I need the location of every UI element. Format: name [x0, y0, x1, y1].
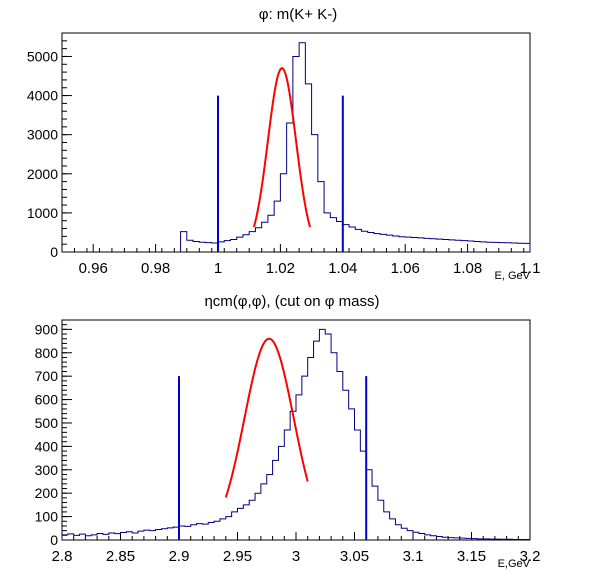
x-tick-label: 0.98 — [141, 260, 170, 277]
x-tick-label: 2.8 — [52, 548, 73, 565]
x-tick-label: 2.95 — [223, 548, 252, 565]
y-tick-label: 0 — [50, 532, 58, 548]
x-tick-label: 3.1 — [403, 548, 424, 565]
y-tick-label: 800 — [35, 345, 59, 361]
chart-title: ηcm(φ,φ), (cut on φ mass) — [204, 293, 379, 310]
x-tick-label: 3.15 — [457, 548, 486, 565]
y-tick-label: 200 — [35, 485, 59, 501]
x-tick-label: 1.08 — [453, 260, 482, 277]
y-tick-label: 2000 — [27, 166, 58, 182]
x-tick-label: 1.1 — [520, 260, 541, 277]
x-tick-label: 3 — [292, 548, 300, 565]
y-tick-label: 4000 — [27, 88, 58, 104]
panel-etac-mass: ηcm(φ,φ), (cut on φ mass) 2.8 2.85 2.9 2.95… — [35, 293, 541, 570]
x-tick-label: 1.04 — [328, 260, 357, 277]
y-tick-label: 400 — [35, 438, 59, 454]
chart-title: φ: m(K+ K-) — [259, 6, 337, 23]
x-tick-label: 1.06 — [391, 260, 420, 277]
gaussian-fit-curve — [252, 67, 312, 228]
y-tick-label: 0 — [50, 244, 58, 260]
y-tick-label: 5000 — [27, 48, 58, 64]
y-tick-label: 700 — [35, 368, 59, 384]
y-tick-label: 3000 — [27, 127, 58, 143]
gaussian-fit-curve — [224, 337, 309, 498]
y-tick-label: 600 — [35, 392, 59, 408]
histogram-series — [61, 328, 531, 541]
y-tick-label: 1000 — [27, 205, 58, 221]
plot-area: 2.8 2.85 2.9 2.95 3 3.05 3.1 3.15 3.2 0 100 200 300 4… — [35, 319, 541, 565]
x-tick-label: 0.96 — [79, 260, 108, 277]
plot-area: 0.96 0.98 1 1.02 1.04 1.06 1.08 1.1 0 1000 2000 300… — [27, 32, 541, 277]
x-tick-label: 2.85 — [106, 548, 135, 565]
x-tick-label: 1.02 — [266, 260, 295, 277]
y-tick-label: 100 — [35, 509, 59, 525]
x-axis-label: E, GeV — [495, 270, 531, 282]
y-tick-label: 900 — [35, 321, 59, 337]
x-axis-label: E,GeV — [498, 558, 531, 570]
y-tick-label: 300 — [35, 462, 59, 478]
histogram-series — [180, 42, 531, 252]
x-tick-label: 3.2 — [520, 548, 541, 565]
x-tick-label: 2.9 — [169, 548, 190, 565]
x-tick-label: 1 — [214, 260, 222, 277]
y-tick-label: 500 — [35, 415, 59, 431]
x-tick-label: 3.05 — [340, 548, 369, 565]
panel-phi-mass: φ: m(K+ K-) 0.96 0.98 1 1.02 1.04 1.06 1.08 1.1… — [27, 6, 541, 282]
